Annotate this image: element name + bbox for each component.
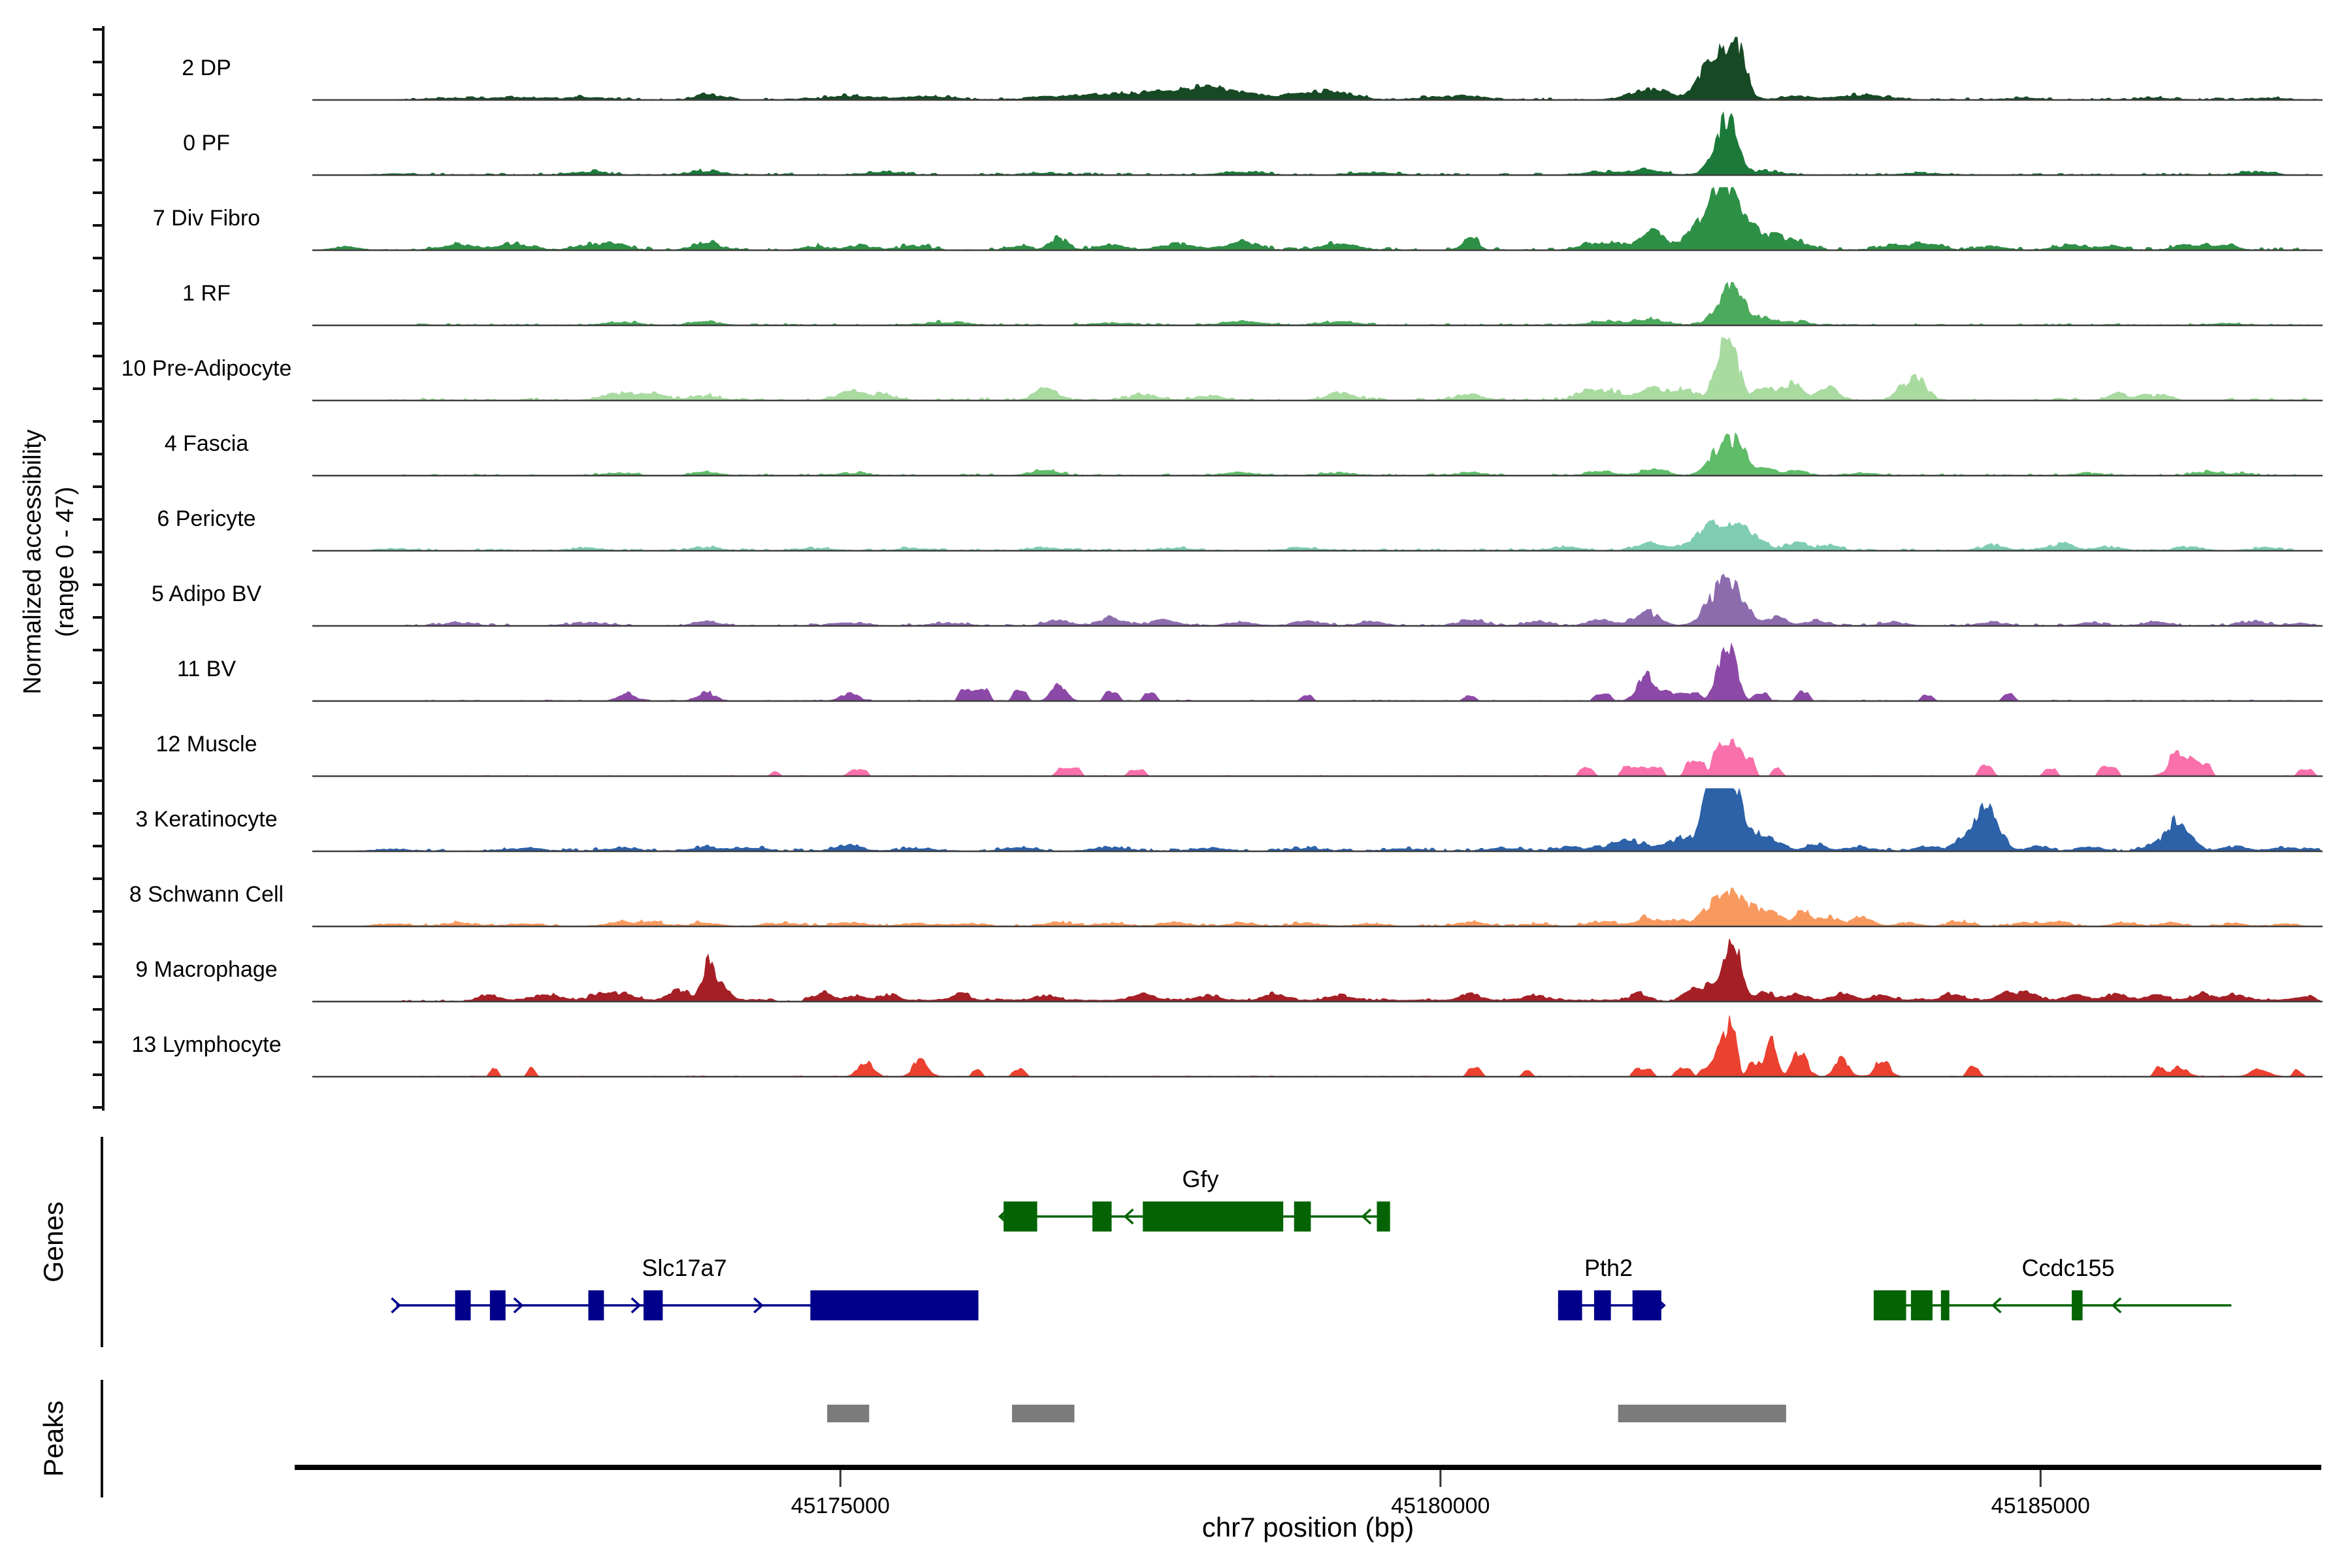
exon-rect	[489, 1290, 506, 1320]
track-row: 6 Pericyte	[157, 506, 2323, 552]
track-row: 1 RF	[182, 281, 2323, 327]
exon-rect	[1940, 1290, 1950, 1320]
track-row: 4 Fascia	[165, 431, 2323, 477]
x-axis-ticks: 45175000 45180000 45185000	[791, 1470, 2090, 1518]
peak-bar	[1618, 1405, 1786, 1422]
gene-label: Gfy	[1182, 1166, 1218, 1192]
x-tick-label: 45180000	[1391, 1494, 1490, 1518]
track-label: 0 PF	[183, 131, 230, 155]
track-row: 12 Muscle	[156, 732, 2323, 777]
track-label: 7 Div Fibro	[153, 206, 260, 231]
track-label: 8 Schwann Cell	[129, 882, 284, 907]
track-area	[312, 788, 2323, 852]
track-row: 11 BV	[177, 642, 2323, 702]
exon-rect	[644, 1290, 663, 1320]
track-row: 8 Schwann Cell	[129, 882, 2323, 928]
exon-rect	[1873, 1290, 1906, 1320]
exon-rect	[1004, 1201, 1037, 1232]
exon-rect	[1377, 1201, 1390, 1232]
track-row: 2 DP	[182, 37, 2323, 101]
track-row: 0 PF	[183, 111, 2323, 176]
exon-rect	[1593, 1290, 1611, 1320]
track-label: 11 BV	[177, 657, 236, 681]
track-label: 5 Adipo BV	[152, 581, 262, 606]
gene-model: Ccdc155	[1873, 1254, 2232, 1320]
track-label: 9 Macrophage	[135, 957, 277, 982]
exon-rect	[1294, 1201, 1311, 1232]
gene-models: Slc17a7 Gfy Pth2 Ccdc155	[391, 1166, 2232, 1320]
exon-rect	[588, 1290, 604, 1320]
x-tick-label: 45175000	[791, 1494, 890, 1518]
track-row: 3 Keratinocyte	[135, 788, 2323, 853]
track-label: 4 Fascia	[165, 431, 249, 456]
gene-model: Slc17a7	[391, 1254, 979, 1320]
track-label: 12 Muscle	[156, 732, 257, 757]
gene-label: Slc17a7	[642, 1254, 727, 1281]
peaks-section-label: Peaks	[38, 1401, 69, 1477]
strand-arrow-icon	[513, 1297, 524, 1314]
x-tick-label: 45185000	[1991, 1494, 2090, 1518]
track-area	[312, 187, 2323, 251]
track-label: 1 RF	[182, 281, 231, 306]
strand-arrow-icon	[1361, 1208, 1372, 1225]
track-label: 13 Lymphocyte	[131, 1032, 281, 1057]
track-row: 7 Div Fibro	[153, 187, 2323, 252]
peak-bars	[827, 1405, 1786, 1422]
strand-arrow-icon	[998, 1208, 1009, 1225]
y-axis-ticks	[93, 28, 103, 1109]
peak-bar	[1011, 1405, 1075, 1422]
exon-rect	[455, 1290, 471, 1320]
strand-arrow-icon	[1656, 1297, 1666, 1314]
track-label: 3 Keratinocyte	[135, 807, 277, 832]
track-row: 9 Macrophage	[135, 938, 2323, 1003]
x-axis-title: chr7 position (bp)	[1202, 1512, 1414, 1543]
gene-label: Ccdc155	[2022, 1254, 2115, 1281]
gene-model: Gfy	[998, 1166, 1390, 1232]
strand-arrow-icon	[391, 1297, 402, 1314]
gene-label: Pth2	[1584, 1254, 1633, 1281]
track-row: 13 Lymphocyte	[131, 1015, 2323, 1078]
peak-bar	[827, 1405, 870, 1422]
y-axis-label-line2: (range 0 - 47)	[52, 487, 79, 637]
accessibility-tracks: 2 DP 0 PF 7 Div Fibro 1 RF 10 Pre-Adipocyte 4…	[122, 37, 2323, 1078]
exon-rect	[1092, 1201, 1112, 1232]
genes-section-label: Genes	[38, 1201, 69, 1282]
exon-rect	[810, 1290, 979, 1320]
x-axis-line	[295, 1465, 2321, 1470]
exon-rect	[2072, 1290, 2083, 1320]
strand-arrow-icon	[630, 1297, 642, 1314]
strand-arrow-icon	[1991, 1297, 2002, 1314]
strand-arrow-icon	[753, 1297, 764, 1314]
strand-arrow-icon	[2111, 1297, 2122, 1314]
track-row: 10 Pre-Adipocyte	[122, 336, 2323, 402]
gene-model: Pth2	[1558, 1254, 1666, 1320]
exon-rect	[1632, 1290, 1661, 1320]
exon-rect	[1558, 1290, 1582, 1320]
y-axis-label-line1: Normalized accessibility	[19, 429, 46, 694]
track-label: 10 Pre-Adipocyte	[122, 356, 292, 381]
exon-rect	[1143, 1201, 1284, 1232]
strand-arrow-icon	[1123, 1208, 1134, 1225]
track-area	[312, 938, 2323, 1002]
track-label: 6 Pericyte	[157, 506, 255, 531]
track-label: 2 DP	[182, 56, 231, 80]
track-row: 5 Adipo BV	[152, 574, 2323, 627]
exon-rect	[1910, 1290, 1933, 1320]
